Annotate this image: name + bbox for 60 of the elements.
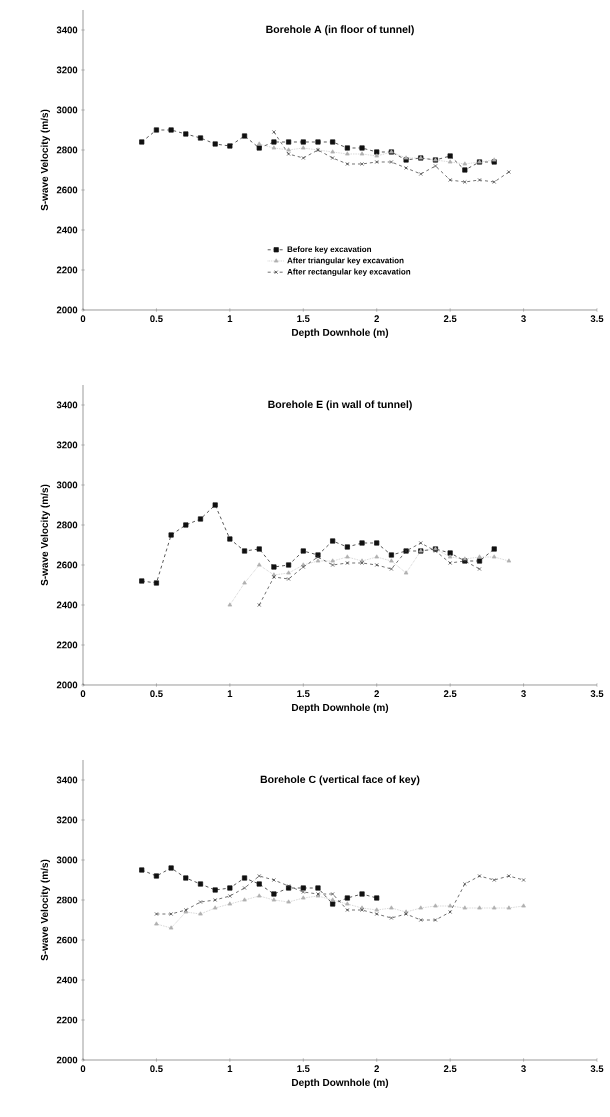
x-tick-label: 1.5 [297,690,310,697]
x-tick-label: 1 [227,690,233,697]
legend-label: Before key excavation [287,246,372,254]
x-tick-label: 1.5 [297,1065,310,1072]
x-tick-label: 3.5 [590,690,604,698]
x-tick-label: 2 [374,315,379,322]
x-tick-label: 0.5 [150,690,163,698]
y-axis-title: S-wave Velocity (m/s) [40,109,50,211]
y-axis-title: S-wave Velocity (m/s) [40,484,50,586]
x-tick-label: 2.5 [443,690,457,698]
x-tick-label: 2 [374,690,379,697]
legend-label: After triangular key excavation [287,257,404,265]
y-tick-label: 2400 [56,976,78,984]
text: Borehole A (in floor of tunnel) [266,25,414,36]
x-axis-title: Depth Downhole (m) [292,1078,389,1088]
y-tick-label: 3200 [56,441,78,449]
y-tick-label: 3000 [56,481,78,489]
y-tick-label: 3200 [56,816,78,824]
y-tick-label: 3200 [56,66,78,74]
x-tick-label: 3.5 [590,315,604,323]
x-tick-label: 3.5 [590,1065,604,1073]
x-tick-label: 1 [227,1065,233,1072]
x-tick-label: 0.5 [150,315,163,323]
x-axis-title: Depth Downhole (m) [292,328,389,338]
y-tick-label: 2000 [56,306,78,314]
y-tick-label: 2800 [56,896,78,904]
x-tick-label: 3 [521,315,526,323]
x-tick-label: 3 [521,690,526,698]
x-tick-label: 3 [521,1065,526,1073]
legend-label: After rectangular key excavation [287,268,411,277]
y-tick-label: 2000 [56,681,78,689]
y-tick-label: 2000 [56,1056,78,1064]
text: Borehole E (in wall of tunnel) [268,400,412,411]
y-tick-label: 2600 [56,936,78,944]
y-tick-label: 3400 [56,401,78,409]
y-tick-label: 2200 [56,1016,78,1024]
y-axis-title: S-wave Velocity (m/s) [40,859,50,961]
x-tick-label: 2 [374,1065,379,1072]
y-tick-label: 2600 [56,561,78,569]
y-tick-label: 2600 [56,186,78,194]
x-axis-title: Depth Downhole (m) [292,703,389,713]
x-tick-label: 2.5 [443,1065,457,1073]
y-tick-label: 2800 [56,146,78,154]
y-tick-label: 3400 [56,776,78,784]
y-tick-label: 3400 [56,26,78,34]
x-tick-label: 0 [80,315,86,323]
x-tick-label: 0 [80,690,86,698]
y-tick-label: 2400 [56,226,78,234]
y-tick-label: 3000 [56,106,78,114]
y-tick-label: 2200 [56,266,78,274]
y-tick-label: 2200 [56,641,78,649]
y-tick-label: 3000 [56,856,78,864]
y-tick-label: 2400 [56,601,78,609]
x-tick-label: 0 [80,1065,86,1073]
text: Borehole C (vertical face of key) [260,775,420,786]
y-tick-label: 2800 [56,521,78,529]
x-tick-label: 0.5 [150,1065,163,1073]
x-tick-label: 1.5 [297,315,310,322]
x-tick-label: 1 [227,315,233,322]
x-tick-label: 2.5 [443,315,457,323]
